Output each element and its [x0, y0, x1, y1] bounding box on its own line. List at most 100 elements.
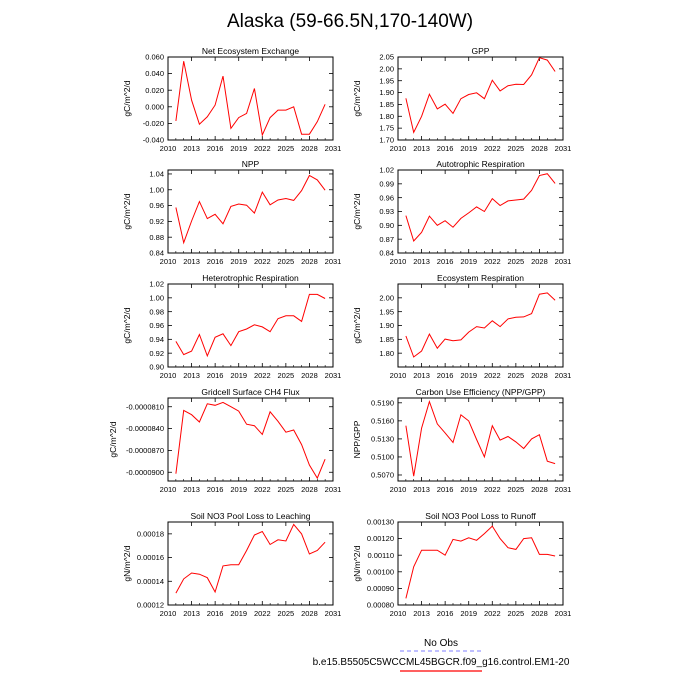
x-tick-label: 2028 — [301, 144, 318, 153]
x-tick-label: 2013 — [413, 144, 430, 153]
y-tick-label: 0.00080 — [367, 601, 394, 610]
x-tick-label: 2028 — [531, 144, 548, 153]
x-tick-label: 2016 — [207, 485, 224, 494]
x-tick-label: 2019 — [460, 371, 477, 380]
x-tick-label: 2019 — [230, 609, 247, 618]
x-tick-label: 2010 — [390, 609, 407, 618]
x-tick-label: 2028 — [531, 257, 548, 266]
x-tick-label: 2031 — [325, 609, 342, 618]
y-tick-label: 0.84 — [379, 249, 394, 258]
panel-7: Gridcell Surface CH4 Flux gC/m^2/d 2010 201… — [108, 387, 341, 494]
y-tick-label: 0.020 — [145, 86, 164, 95]
x-tick-label: 2010 — [390, 371, 407, 380]
x-tick-label: 2031 — [555, 144, 572, 153]
x-tick-label: 2019 — [460, 485, 477, 494]
y-tick-label: 1.70 — [379, 136, 394, 145]
y-axis-label: gC/m^2/d — [352, 307, 362, 343]
y-tick-label: 0.92 — [149, 217, 164, 226]
panel-title: Soil NO3 Pool Loss to Runoff — [425, 511, 536, 521]
x-tick-label: 2028 — [301, 485, 318, 494]
x-tick-label: 2010 — [390, 485, 407, 494]
y-tick-label: 1.80 — [379, 349, 394, 358]
panel-title: Net Ecosystem Exchange — [202, 46, 300, 56]
x-tick-label: 2010 — [160, 609, 177, 618]
panel-title: Gridcell Surface CH4 Flux — [201, 387, 300, 397]
y-tick-label: 2.00 — [379, 64, 394, 73]
plot-frame — [397, 521, 564, 606]
page-title: Alaska (59-66.5N,170-140W) — [227, 11, 473, 32]
x-tick-label: 2025 — [278, 144, 295, 153]
x-tick-label: 2022 — [254, 144, 271, 153]
x-tick-label: 2016 — [437, 144, 454, 153]
x-tick-label: 2016 — [207, 257, 224, 266]
x-tick-label: 2022 — [484, 257, 501, 266]
x-tick-label: 2025 — [508, 257, 525, 266]
x-tick-label: 2025 — [278, 371, 295, 380]
x-tick-label: 2019 — [230, 144, 247, 153]
plot-frame — [167, 521, 334, 606]
x-tick-label: 2010 — [390, 257, 407, 266]
y-tick-label: 1.85 — [379, 335, 394, 344]
y-tick-label: 1.00 — [149, 293, 164, 302]
x-tick-label: 2028 — [531, 371, 548, 380]
y-tick-label: 0.060 — [145, 53, 164, 62]
y-tick-label: -0.0000840 — [126, 424, 164, 433]
x-tick-label: 2028 — [531, 485, 548, 494]
y-tick-label: -0.0000810 — [126, 402, 164, 411]
y-tick-label: 1.02 — [149, 280, 164, 289]
plot-frame — [167, 56, 334, 141]
y-axis-label: gC/m^2/d — [122, 80, 132, 116]
series-line — [405, 57, 556, 134]
y-tick-label: 1.75 — [379, 124, 394, 133]
x-tick-label: 2013 — [183, 144, 200, 153]
panel-title: Autotrophic Respiration — [436, 159, 525, 169]
panel-5: Heterotrophic Respiration gC/m^2/d 2010 201… — [122, 273, 341, 380]
y-tick-label: 0.00016 — [137, 553, 164, 562]
panel-title: Soil NO3 Pool Loss to Leaching — [190, 511, 310, 521]
y-tick-label: -0.040 — [143, 136, 164, 145]
x-tick-label: 2028 — [301, 257, 318, 266]
panel-title: GPP — [472, 46, 490, 56]
y-tick-label: 1.95 — [379, 307, 394, 316]
x-tick-label: 2031 — [555, 371, 572, 380]
x-tick-label: 2025 — [508, 485, 525, 494]
x-tick-label: 2019 — [230, 257, 247, 266]
x-tick-label: 2010 — [160, 371, 177, 380]
x-tick-label: 2025 — [508, 609, 525, 618]
series-line — [175, 61, 326, 137]
legend-obs-label: No Obs — [424, 638, 458, 649]
x-tick-label: 2016 — [207, 609, 224, 618]
y-axis-label: NPP/GPP — [352, 420, 362, 458]
plot-frame — [397, 397, 564, 482]
x-tick-label: 2016 — [207, 371, 224, 380]
x-tick-label: 2025 — [508, 371, 525, 380]
y-tick-label: 0.00110 — [367, 551, 394, 560]
y-tick-label: 0.5160 — [371, 416, 394, 425]
x-tick-label: 2025 — [508, 144, 525, 153]
y-axis-label: gC/m^2/d — [108, 421, 118, 457]
y-axis-label: gC/m^2/d — [122, 193, 132, 229]
x-tick-label: 2016 — [437, 371, 454, 380]
x-tick-label: 2019 — [230, 485, 247, 494]
y-tick-label: 0.96 — [149, 321, 164, 330]
panel-1: Net Ecosystem Exchange gC/m^2/d 2010 2013 20… — [122, 46, 341, 153]
y-tick-label: 0.87 — [379, 235, 394, 244]
x-tick-label: 2013 — [413, 609, 430, 618]
x-tick-label: 2013 — [183, 485, 200, 494]
plot-frame — [167, 397, 334, 482]
x-tick-label: 2016 — [437, 257, 454, 266]
y-tick-label: 0.90 — [149, 363, 164, 372]
x-tick-label: 2019 — [460, 257, 477, 266]
y-tick-label: 0.00012 — [137, 601, 164, 610]
x-tick-label: 2013 — [183, 257, 200, 266]
x-tick-label: 2031 — [325, 371, 342, 380]
y-axis-label: gC/m^2/d — [352, 80, 362, 116]
x-tick-label: 2022 — [254, 485, 271, 494]
series-line — [405, 292, 556, 358]
x-tick-label: 2031 — [325, 144, 342, 153]
x-tick-label: 2022 — [484, 144, 501, 153]
x-tick-label: 2016 — [437, 485, 454, 494]
x-tick-label: 2025 — [278, 257, 295, 266]
y-tick-label: 2.05 — [379, 53, 394, 62]
x-tick-label: 2031 — [555, 257, 572, 266]
